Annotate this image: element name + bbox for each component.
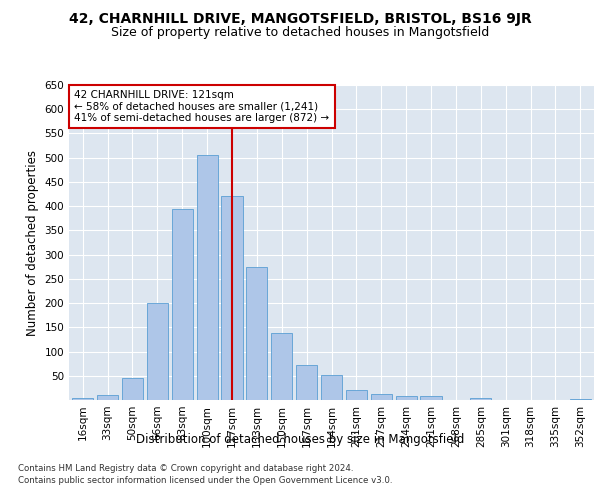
Bar — [570, 398, 591, 400]
Bar — [97, 395, 118, 400]
Bar — [321, 375, 342, 400]
Bar — [371, 394, 392, 400]
Bar — [421, 396, 442, 400]
Bar — [296, 364, 317, 400]
Bar — [395, 396, 417, 400]
Bar — [122, 378, 143, 400]
Bar — [197, 156, 218, 400]
Bar — [346, 390, 367, 400]
Text: 42 CHARNHILL DRIVE: 121sqm
← 58% of detached houses are smaller (1,241)
41% of s: 42 CHARNHILL DRIVE: 121sqm ← 58% of deta… — [74, 90, 329, 123]
Text: Contains public sector information licensed under the Open Government Licence v3: Contains public sector information licen… — [18, 476, 392, 485]
Bar — [72, 398, 93, 400]
Text: Contains HM Land Registry data © Crown copyright and database right 2024.: Contains HM Land Registry data © Crown c… — [18, 464, 353, 473]
Y-axis label: Number of detached properties: Number of detached properties — [26, 150, 39, 336]
Text: 42, CHARNHILL DRIVE, MANGOTSFIELD, BRISTOL, BS16 9JR: 42, CHARNHILL DRIVE, MANGOTSFIELD, BRIST… — [68, 12, 532, 26]
Bar — [271, 333, 292, 400]
Text: Size of property relative to detached houses in Mangotsfield: Size of property relative to detached ho… — [111, 26, 489, 39]
Bar — [147, 303, 168, 400]
Text: Distribution of detached houses by size in Mangotsfield: Distribution of detached houses by size … — [136, 432, 464, 446]
Bar — [221, 196, 242, 400]
Bar — [172, 208, 193, 400]
Bar — [246, 266, 268, 400]
Bar — [470, 398, 491, 400]
